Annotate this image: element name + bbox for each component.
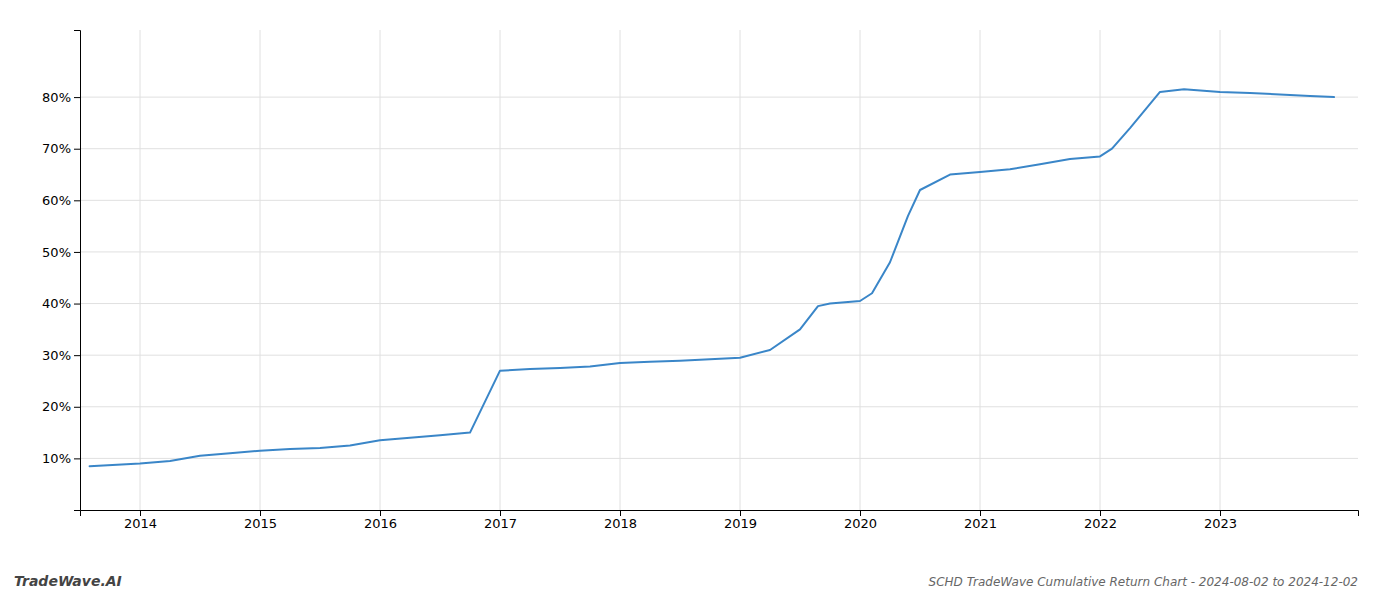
- grid-line-x: [1100, 30, 1101, 510]
- y-tick: 20%: [42, 399, 80, 414]
- y-tick-label: 10%: [42, 451, 71, 466]
- grid-line-y: [80, 406, 1358, 407]
- y-tick-mark: [74, 304, 80, 305]
- grid-line-x: [260, 30, 261, 510]
- y-axis: 10% 20% 30% 40% 50% 60% 70% 80%: [42, 31, 80, 511]
- grid-line-y: [80, 200, 1358, 201]
- line: [90, 89, 1334, 466]
- x-tick-mark: [380, 510, 381, 516]
- grid-line-y: [80, 458, 1358, 459]
- y-axis-line: [74, 31, 81, 511]
- grid-line-x: [740, 30, 741, 510]
- y-tick-label: 20%: [42, 399, 71, 414]
- grid-line-x: [860, 30, 861, 510]
- x-tick-mark: [860, 510, 861, 516]
- grid: [80, 30, 1358, 510]
- y-tick-label: 40%: [42, 296, 71, 311]
- y-tick-label: 60%: [42, 193, 71, 208]
- grid-line-x: [140, 30, 141, 510]
- x-tick-mark: [140, 510, 141, 516]
- x-tick-mark: [1100, 510, 1101, 516]
- x-axis-line: [81, 511, 1359, 517]
- plot-area: 2014 2015 2016 2017 2018 2019 2020 2021 2022 2023…: [42, 30, 1358, 531]
- x-tick: 2016: [364, 510, 397, 531]
- x-tick-mark: [260, 510, 261, 516]
- x-tick-mark: [620, 510, 621, 516]
- x-tick-label: 2021: [964, 516, 997, 531]
- watermark: TradeWave.AI: [14, 573, 122, 589]
- grid-line-y: [80, 355, 1358, 356]
- x-tick: 2015: [244, 510, 277, 531]
- x-tick: 2014: [124, 510, 157, 531]
- grid-line-y: [80, 251, 1358, 252]
- title: SCHD TradeWave Cumulative Return Chart -…: [929, 575, 1358, 589]
- x-tick: 2022: [1084, 510, 1117, 531]
- grid-line-x: [980, 30, 981, 510]
- x-tick: 2023: [1204, 510, 1237, 531]
- chart: 2014 2015 2016 2017 2018 2019 2020 2021 2022 2023…: [0, 0, 1400, 600]
- y-tick-mark: [74, 407, 80, 408]
- x-tick-mark: [740, 510, 741, 516]
- x-axis: 2014 2015 2016 2017 2018 2019 2020 2021 2022 2023: [81, 510, 1359, 531]
- grid-line-y: [80, 97, 1358, 98]
- x-tick-mark: [1220, 510, 1221, 516]
- x-tick-label: 2022: [1084, 516, 1117, 531]
- grid-line-x: [620, 30, 621, 510]
- y-tick-mark: [74, 97, 80, 98]
- y-tick: 10%: [42, 451, 80, 466]
- x-tick: 2021: [964, 510, 997, 531]
- x-tick-label: 2017: [484, 516, 517, 531]
- y-tick-mark: [74, 252, 80, 253]
- y-tick: 30%: [42, 348, 80, 363]
- y-tick: 70%: [42, 141, 80, 156]
- x-tick: 2017: [484, 510, 517, 531]
- y-tick-mark: [74, 149, 80, 150]
- y-tick: 60%: [42, 193, 80, 208]
- grid-line-x: [1220, 30, 1221, 510]
- x-tick-label: 2016: [364, 516, 397, 531]
- y-tick-mark: [74, 355, 80, 356]
- y-tick-label: 30%: [42, 348, 71, 363]
- y-tick: 80%: [42, 90, 80, 105]
- x-tick: 2018: [604, 510, 637, 531]
- grid-line-y: [80, 303, 1358, 304]
- x-tick-label: 2023: [1204, 516, 1237, 531]
- x-tick-mark: [500, 510, 501, 516]
- marks: [90, 89, 1334, 466]
- y-tick: 40%: [42, 296, 80, 311]
- x-tick-label: 2014: [124, 516, 157, 531]
- x-tick-label: 2018: [604, 516, 637, 531]
- y-tick-label: 50%: [42, 245, 71, 260]
- x-tick: 2019: [724, 510, 757, 531]
- y-tick-label: 80%: [42, 90, 71, 105]
- x-tick-label: 2020: [844, 516, 877, 531]
- y-tick-label: 70%: [42, 141, 71, 156]
- grid-line-x: [380, 30, 381, 510]
- x-tick: 2020: [844, 510, 877, 531]
- y-tick-mark: [74, 458, 80, 459]
- x-tick-label: 2015: [244, 516, 277, 531]
- x-tick-label: 2019: [724, 516, 757, 531]
- x-tick-mark: [980, 510, 981, 516]
- y-tick: 50%: [42, 245, 80, 260]
- grid-line-y: [80, 148, 1358, 149]
- grid-line-x: [500, 30, 501, 510]
- y-tick-mark: [74, 200, 80, 201]
